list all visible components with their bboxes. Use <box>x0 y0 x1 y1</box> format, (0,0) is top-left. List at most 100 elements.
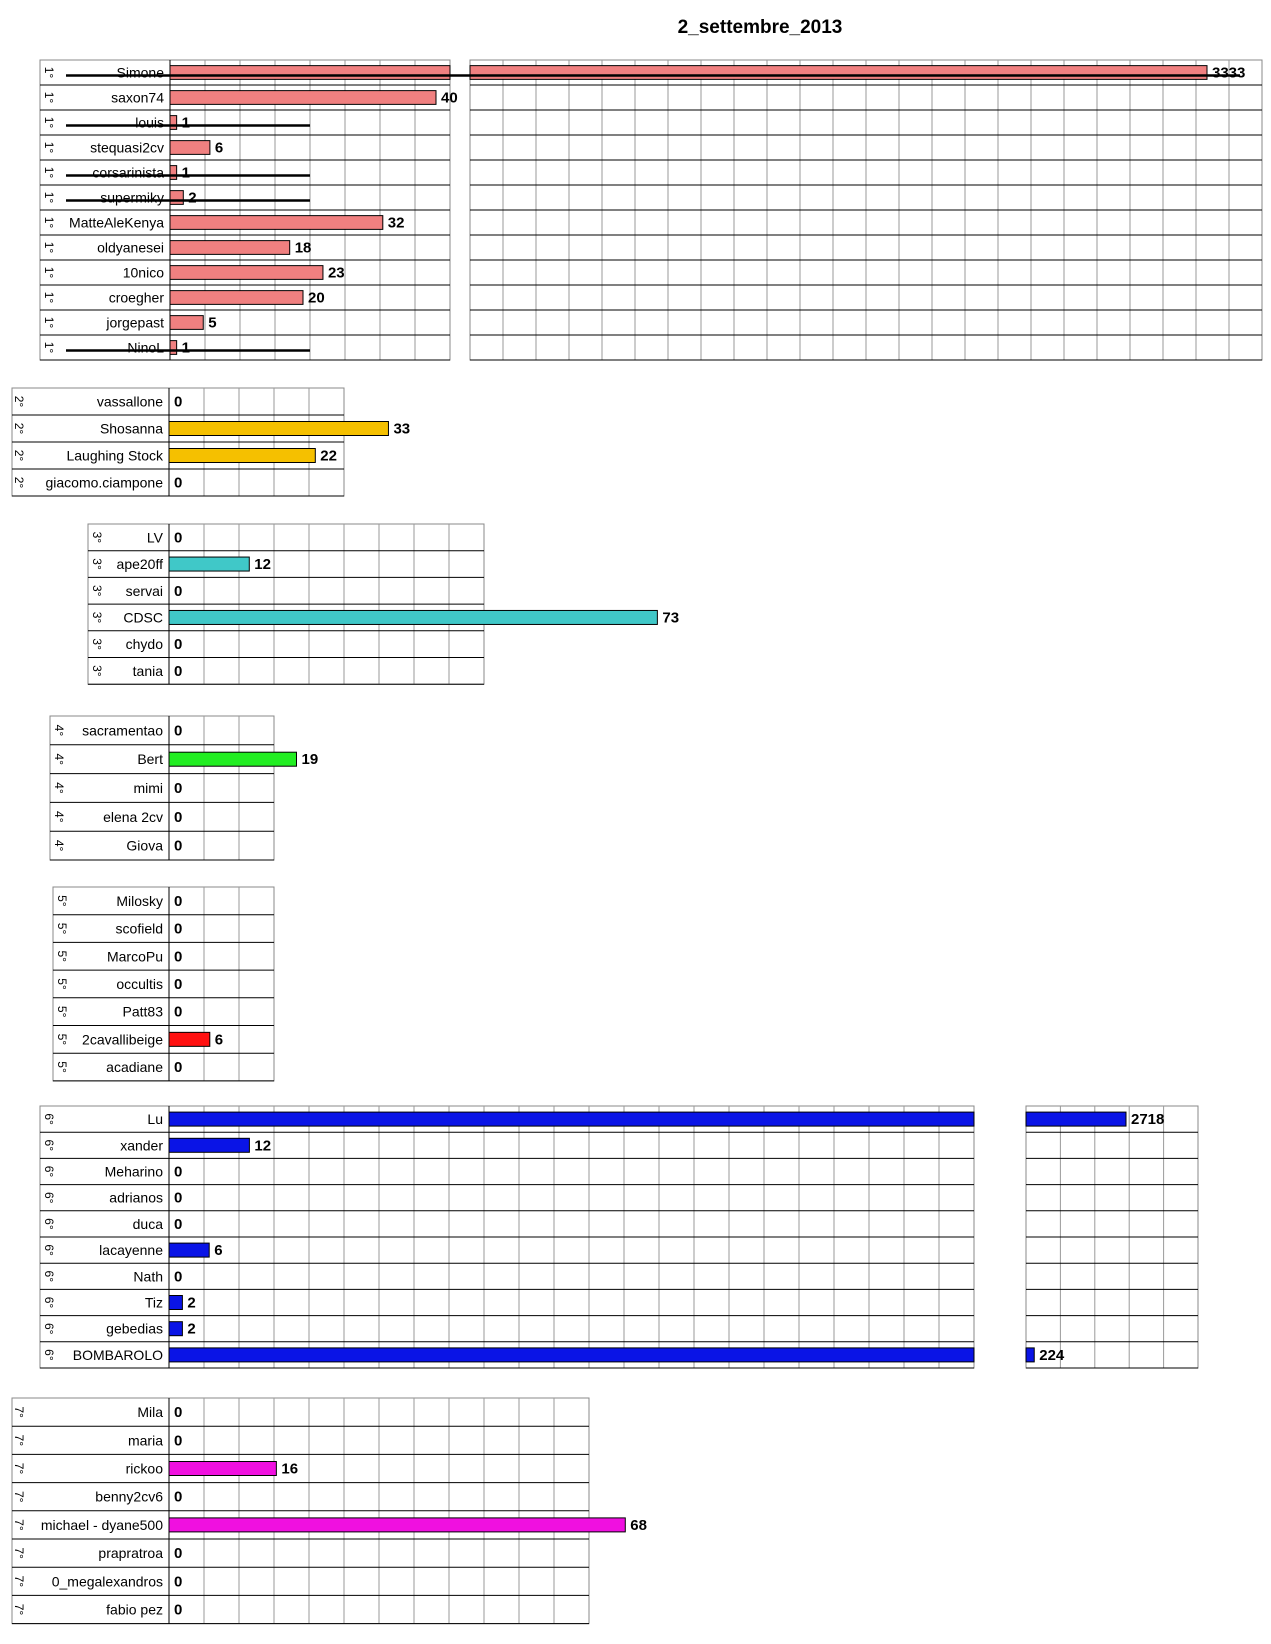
rank-label: 6° <box>42 1113 56 1125</box>
table-row: 5° Patt83 0 <box>53 1004 274 1026</box>
rank-label: 1° <box>42 117 56 129</box>
rank-label: 7° <box>12 1435 26 1447</box>
group-3: 3° LV 0 3° ape20ff 12 3° servai 0 3° CDSC 73 3° chydo… <box>87 523 679 685</box>
data-label: 0 <box>174 1164 182 1181</box>
table-row: 6° adrianos 0 <box>40 1190 1198 1212</box>
data-label: 1 <box>182 340 190 357</box>
table-row: 6° BOMBAROLO 224 <box>40 1347 1198 1369</box>
data-label: 0 <box>174 1004 182 1021</box>
data-label: 2 <box>187 1321 195 1338</box>
bar <box>168 1321 183 1337</box>
tick-label: fabio pez <box>106 1602 163 1618</box>
rank-label: 2° <box>12 423 26 435</box>
table-row: 6° lacayenne 6 <box>40 1242 1198 1264</box>
table-row: 6° Nath 0 <box>40 1268 1198 1290</box>
group-4: 4° sacramentao 0 4° Bert 19 4° mimi 0 4° elena 2cv… <box>49 715 318 861</box>
bar <box>169 140 211 155</box>
table-row: 2° Shosanna 33 <box>12 421 410 443</box>
table-row: 1° supermiky 2 <box>40 190 1262 211</box>
tick-label: mimi <box>133 780 163 796</box>
data-label: 73 <box>662 609 679 626</box>
bar <box>168 751 297 767</box>
table-frame <box>52 886 275 1082</box>
rank-label: 1° <box>42 217 56 229</box>
data-label: 5 <box>208 315 216 332</box>
rank-label: 1° <box>42 317 56 329</box>
data-label: 6 <box>214 1242 222 1259</box>
table-row: 1° MatteAleKenya 32 <box>40 215 1262 236</box>
table-row: 1° NinoL 1 <box>40 340 1262 361</box>
rank-label: 1° <box>42 67 56 79</box>
data-label: 0 <box>174 1432 182 1449</box>
tick-label: Giova <box>126 838 163 854</box>
group-5: 5° Milosky 0 5° scofield 0 5° MarcoPu 0 5° occulti… <box>52 886 275 1082</box>
data-label: 1 <box>182 165 190 182</box>
rank-label: 1° <box>42 92 56 104</box>
rank-label: 6° <box>42 1140 56 1152</box>
bar <box>169 215 384 230</box>
tick-label: LV <box>147 529 164 545</box>
data-label: 0 <box>174 529 182 546</box>
tick-label: saxon74 <box>111 90 164 106</box>
data-label: 0 <box>174 780 182 797</box>
rank-label: 3° <box>90 585 104 597</box>
table-row: 4° Bert 19 <box>50 751 318 775</box>
bar <box>168 1295 183 1310</box>
data-label: 33 <box>393 421 410 438</box>
data-label: 2718 <box>1131 1111 1164 1128</box>
bar <box>168 1517 626 1533</box>
tick-label: giacomo.ciampone <box>45 475 163 491</box>
bar <box>169 265 324 280</box>
data-label: 0 <box>174 1268 182 1285</box>
table-row: 3° servai 0 <box>88 583 484 605</box>
tick-label: vassallone <box>97 394 163 410</box>
rank-label: 1° <box>42 267 56 279</box>
table-row: 6° gebedias 2 <box>40 1321 1198 1343</box>
bar <box>168 421 389 436</box>
tick-label: NinoL <box>127 340 164 356</box>
data-label: 0 <box>174 394 182 411</box>
data-label: 68 <box>630 1517 647 1534</box>
rank-label: 6° <box>42 1166 56 1178</box>
table-row: 1° saxon74 40 <box>40 90 1262 111</box>
table-row: 6° duca 0 <box>40 1216 1198 1238</box>
tick-label: Lu <box>147 1111 163 1127</box>
tick-label: acadiane <box>106 1059 163 1075</box>
data-label: 0 <box>174 1216 182 1233</box>
data-label: 2 <box>188 190 196 207</box>
data-label: 19 <box>301 751 318 768</box>
table-row: 7° maria 0 <box>12 1432 589 1455</box>
data-label: 32 <box>388 215 405 232</box>
data-label: 0 <box>174 1602 182 1619</box>
rank-label: 2° <box>12 477 26 489</box>
bar <box>168 1242 210 1258</box>
table-row: 7° 0_megalexandros 0 <box>12 1573 589 1596</box>
rank-label: 4° <box>52 725 66 737</box>
tick-label: duca <box>133 1216 164 1232</box>
table-row: 1° 10nico 23 <box>40 265 1262 286</box>
table-row: 1° stequasi2cv 6 <box>40 140 1262 161</box>
data-label: 0 <box>174 838 182 855</box>
tick-label: maria <box>128 1432 163 1448</box>
bar <box>168 1031 211 1047</box>
table-row: 5° MarcoPu 0 <box>53 948 274 971</box>
bar <box>168 556 250 572</box>
rank-label: 2° <box>12 396 26 408</box>
table-row: 1° croegher 20 <box>40 290 1262 311</box>
table-row: 7° michael - dyane500 68 <box>12 1517 647 1540</box>
tick-label: michael - dyane500 <box>41 1517 163 1533</box>
tick-label: Shosanna <box>100 421 163 437</box>
rank-label: 3° <box>90 638 104 650</box>
table-row: 6° xander 12 <box>40 1137 1198 1159</box>
tick-label: Nath <box>133 1268 163 1284</box>
rank-label: 1° <box>42 167 56 179</box>
tick-label: ape20ff <box>117 556 164 572</box>
table-row: 5° occultis 0 <box>53 976 274 999</box>
table-row: 3° ape20ff 12 <box>88 556 484 578</box>
data-label: 12 <box>254 556 271 573</box>
data-label: 0 <box>174 1573 182 1590</box>
table-row: 4° mimi 0 <box>50 780 274 803</box>
tick-label: oldyanesei <box>97 240 164 256</box>
rank-label: 5° <box>55 978 69 990</box>
table-row: 7° prapratroa 0 <box>12 1545 589 1568</box>
